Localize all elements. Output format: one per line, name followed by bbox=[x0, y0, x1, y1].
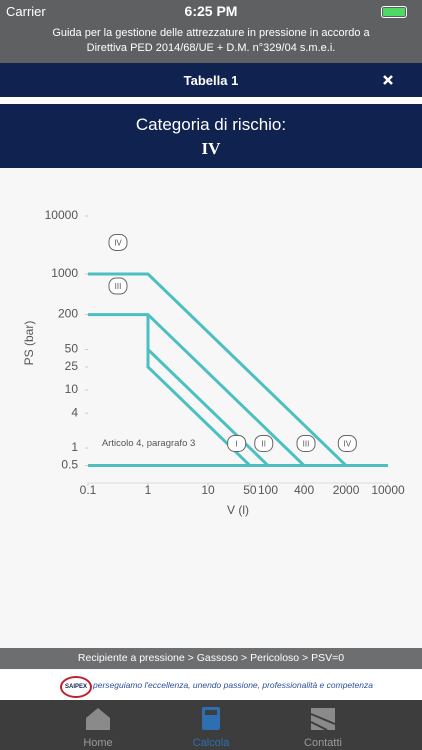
tab-calcola[interactable]: Calcola bbox=[171, 704, 251, 750]
close-button[interactable] bbox=[382, 74, 394, 86]
nav-bar bbox=[0, 63, 422, 97]
category-badge-label: II bbox=[262, 440, 266, 449]
header-line: Direttiva PED 2014/68/UE + D.M. n°329/04… bbox=[86, 42, 336, 54]
result-panel bbox=[0, 104, 422, 168]
result-label: Categoria di rischio: bbox=[135, 115, 287, 134]
x-tick-label: 0.1 bbox=[80, 483, 97, 497]
category-badge-label: IV bbox=[344, 440, 352, 449]
x-axis-label: V (l) bbox=[227, 503, 249, 517]
result-value: IV bbox=[201, 139, 221, 158]
y-tick-label: 1 bbox=[71, 440, 78, 454]
x-tick-label: 10000 bbox=[371, 483, 405, 497]
home-icon bbox=[86, 708, 110, 730]
y-tick-label: 10 bbox=[65, 382, 79, 396]
x-tick-label: 2000 bbox=[333, 483, 360, 497]
tab-label: Home bbox=[83, 737, 113, 749]
y-tick-label: 1000 bbox=[51, 266, 78, 280]
x-tick-label: 50 bbox=[243, 483, 257, 497]
category-badge bbox=[296, 434, 316, 452]
clock: 6:25 PM bbox=[184, 3, 238, 19]
category-badge bbox=[108, 277, 128, 295]
y-tick-label: 10000 bbox=[45, 208, 79, 222]
y-tick-label: 50 bbox=[65, 342, 79, 356]
category-badge bbox=[108, 233, 128, 251]
y-tick-label: 4 bbox=[71, 405, 78, 419]
x-tick-label: 400 bbox=[294, 483, 314, 497]
top-bar bbox=[0, 0, 422, 63]
gap bbox=[0, 97, 422, 104]
boundary-line bbox=[88, 313, 306, 467]
annotation: Articolo 4, paragrafo 3 bbox=[102, 438, 195, 449]
nav-title: Tabella 1 bbox=[183, 73, 239, 88]
category-badge-label: IV bbox=[114, 239, 122, 248]
y-tick-label: 200 bbox=[58, 307, 78, 321]
header-line: Guida per la gestione delle attrezzature… bbox=[52, 27, 370, 39]
tab-home[interactable]: Home bbox=[58, 704, 138, 750]
y-tick-label: 0.5 bbox=[61, 458, 78, 472]
category-badge bbox=[337, 434, 357, 452]
chart: PS (bar) V (l) 0.5 1 4 10 25 50 200 1000 10000 0.… bbox=[22, 208, 405, 517]
calc-icon bbox=[202, 707, 220, 730]
y-tick-label: 25 bbox=[65, 359, 79, 373]
x-tick-label: 100 bbox=[258, 483, 278, 497]
category-badge-label: III bbox=[115, 282, 122, 291]
category-badge-label: III bbox=[303, 440, 310, 449]
category-badge-label: I bbox=[236, 440, 238, 449]
category-badge bbox=[254, 434, 274, 452]
tab-label: Contatti bbox=[304, 737, 342, 749]
breadcrumb: Recipiente a pressione > Gassoso > Peric… bbox=[77, 652, 345, 664]
battery bbox=[381, 6, 407, 18]
category-badge bbox=[227, 434, 247, 452]
slogan: perseguiamo l'eccellenza, unendo passion… bbox=[93, 680, 373, 690]
logo: SAIPEX bbox=[60, 676, 92, 698]
x-tick-label: 1 bbox=[145, 483, 152, 497]
y-axis-label: PS (bar) bbox=[22, 321, 36, 366]
breadcrumb-bar bbox=[0, 648, 422, 669]
tab-label: Calcola bbox=[192, 737, 230, 749]
tab-contatti[interactable]: Contatti bbox=[283, 704, 363, 750]
boundary-line bbox=[146, 349, 251, 467]
boundary-line bbox=[146, 314, 270, 467]
x-tick-label: 10 bbox=[201, 483, 215, 497]
carrier: Carrier bbox=[6, 4, 46, 19]
boundary-line bbox=[88, 272, 348, 467]
contact-icon bbox=[310, 708, 336, 731]
